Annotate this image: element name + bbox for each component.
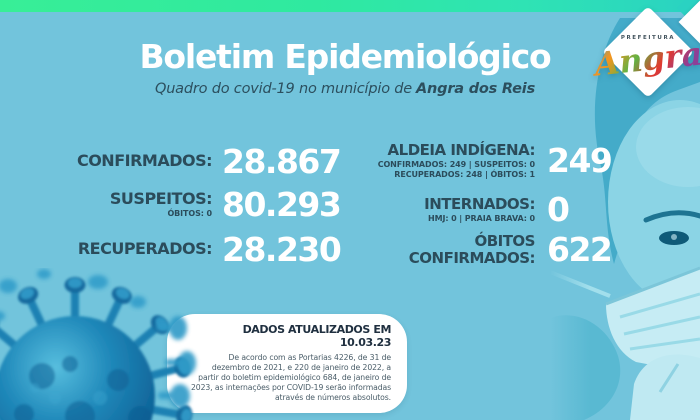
confirmados-label: CONFIRMADOS: bbox=[76, 151, 213, 171]
aldeia-value: 249 bbox=[547, 141, 613, 181]
internados-value: 0 bbox=[547, 190, 570, 229]
page-title: Boletim Epidemiológico bbox=[139, 37, 551, 76]
data-update-box: DADOS ATUALIZADOS EM 10.03.23 De acordo … bbox=[167, 314, 407, 414]
logo-prefeitura-label: PREFEITURA bbox=[621, 35, 675, 41]
internados-sub: HMJ: 0 | PRAIA BRAVA: 0 bbox=[428, 213, 535, 223]
masked-woman-photo bbox=[550, 12, 700, 420]
aldeia-sub1: CONFIRMADOS: 249 | SUSPEITOS: 0 bbox=[377, 159, 535, 169]
suspeitos-obitos-sub: ÓBITOS: 0 bbox=[167, 208, 212, 218]
recuperados-label: RECUPERADOS: bbox=[77, 239, 213, 259]
portrait-shapes bbox=[550, 18, 700, 420]
aldeia-sub2: RECUPERADOS: 248 | ÓBITOS: 1 bbox=[394, 169, 535, 179]
confirmados-value: 28.867 bbox=[222, 142, 342, 181]
suspeitos-value: 80.293 bbox=[222, 185, 342, 224]
virus-detached-spikes bbox=[156, 316, 196, 408]
logo-angra-wordmark: Angra bbox=[590, 34, 700, 83]
aldeia-label: ALDEIA INDÍGENA: bbox=[387, 141, 536, 159]
virus-floating-bits bbox=[0, 269, 146, 321]
obitos-label-line2: CONFIRMADOS: bbox=[408, 248, 536, 267]
coronavirus-illustration bbox=[0, 269, 196, 420]
header: Boletim Epidemiológico Quadro do covid-1… bbox=[30, 37, 660, 97]
prefeitura-angra-logo: PREFEITURA Angra bbox=[590, 8, 700, 96]
top-ribbon bbox=[0, 0, 700, 12]
stat-aldeia-indigena: ALDEIA INDÍGENA: CONFIRMADOS: 249 | SUSP… bbox=[360, 141, 613, 181]
stat-recuperados: RECUPERADOS: 28.230 bbox=[40, 230, 342, 269]
stat-internados: INTERNADOS: HMJ: 0 | PRAIA BRAVA: 0 0 bbox=[360, 190, 570, 229]
update-box-body: De acordo com as Portarias 4226, de 31 d… bbox=[191, 353, 391, 403]
stat-confirmados: CONFIRMADOS: 28.867 bbox=[40, 142, 342, 181]
recuperados-value: 28.230 bbox=[222, 230, 342, 269]
virus-body bbox=[0, 277, 195, 420]
logo-diamond bbox=[604, 8, 692, 96]
subtitle-prefix: Quadro do covid-19 no município de bbox=[154, 80, 412, 97]
stat-suspeitos: SUSPEITOS: ÓBITOS: 0 80.293 bbox=[40, 185, 342, 224]
stat-obitos-confirmados: ÓBITOS CONFIRMADOS: 622 bbox=[360, 230, 613, 269]
internados-label: INTERNADOS: bbox=[424, 195, 535, 214]
suspeitos-label: SUSPEITOS: bbox=[109, 189, 213, 209]
obitos-label-line1: ÓBITOS bbox=[474, 232, 535, 250]
update-box-title: DADOS ATUALIZADOS EM 10.03.23 bbox=[242, 323, 392, 349]
subtitle-municipality: Angra dos Reis bbox=[416, 80, 536, 97]
obitos-value: 622 bbox=[547, 230, 613, 269]
page-subtitle: Quadro do covid-19 no município de Angra … bbox=[30, 81, 660, 97]
